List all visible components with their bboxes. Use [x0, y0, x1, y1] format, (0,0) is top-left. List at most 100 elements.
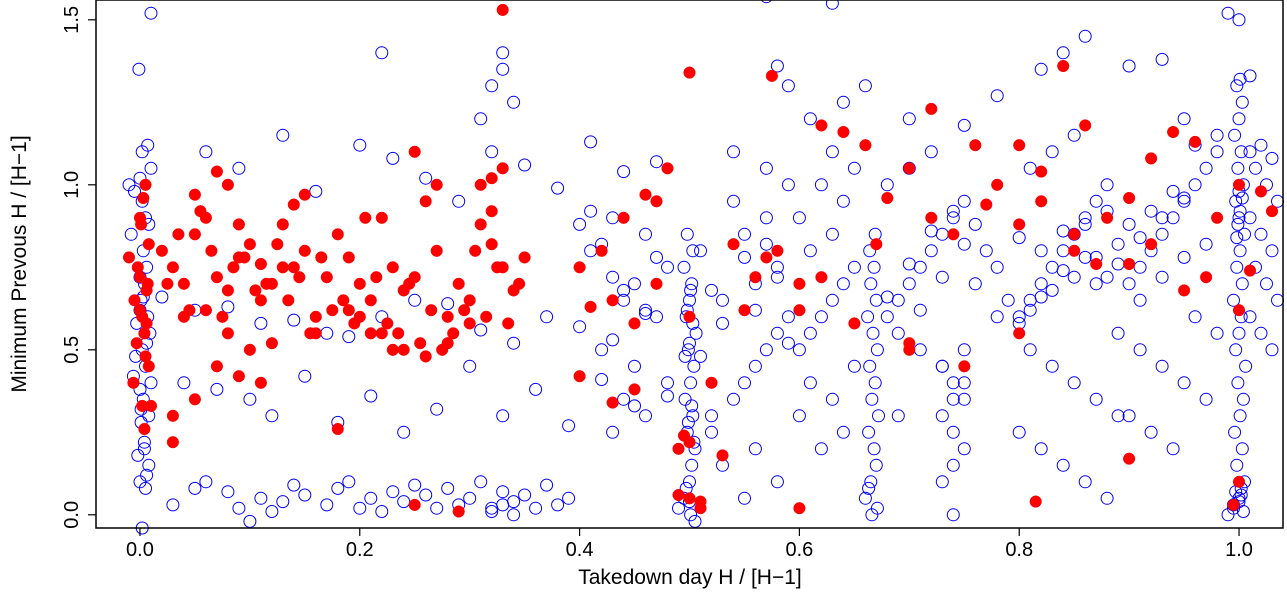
y-axis-title: Minimum Prevous H / [H−1]	[8, 135, 31, 392]
data-point-open	[1235, 442, 1249, 456]
data-point-open	[861, 310, 875, 324]
data-point-filled	[595, 244, 608, 257]
data-point-open	[661, 260, 674, 274]
data-point-open	[1023, 161, 1037, 175]
data-point-open	[353, 501, 367, 515]
data-point-open	[639, 409, 652, 423]
data-point-filled	[210, 360, 223, 373]
data-point-filled	[359, 211, 372, 224]
data-point-open	[781, 310, 795, 324]
data-point-filled	[793, 277, 806, 290]
data-point-open	[1089, 392, 1103, 406]
data-point-open	[1078, 29, 1092, 43]
data-point-open	[935, 475, 949, 489]
data-point-filled	[397, 343, 410, 356]
data-point-open	[935, 359, 949, 373]
series-open-circles	[122, 0, 1284, 535]
data-point-open	[1078, 475, 1092, 489]
data-point-open	[1260, 277, 1273, 291]
data-point-open	[684, 508, 698, 522]
data-point-filled	[491, 261, 504, 274]
data-point-open	[1210, 128, 1224, 142]
data-point-filled	[859, 139, 872, 152]
data-point-filled	[232, 218, 245, 231]
data-point-open	[1243, 69, 1257, 83]
data-point-open	[847, 161, 861, 175]
data-point-open	[1133, 260, 1147, 274]
data-point-open	[1122, 217, 1136, 231]
data-point-open	[210, 382, 224, 396]
data-point-filled	[837, 125, 850, 139]
data-point-open	[584, 244, 598, 258]
data-point-filled	[293, 271, 306, 284]
data-point-open	[863, 244, 877, 258]
data-point-open	[639, 307, 652, 320]
data-point-open	[836, 95, 850, 109]
data-point-filled	[573, 370, 586, 383]
data-point-filled	[232, 370, 245, 383]
data-point-open	[1045, 283, 1059, 297]
data-point-open	[1228, 425, 1242, 439]
data-point-open	[595, 373, 609, 386]
data-point-open	[694, 349, 707, 363]
data-point-open	[1265, 151, 1279, 165]
x-tick-label: 0.8	[1005, 539, 1033, 561]
data-point-open	[683, 293, 696, 307]
data-point-open	[869, 458, 883, 472]
data-point-open	[1232, 326, 1246, 340]
data-point-open	[770, 59, 784, 73]
data-point-open	[924, 145, 938, 159]
data-point-open	[781, 178, 795, 192]
data-point-open	[1235, 191, 1249, 205]
data-point-open	[1236, 505, 1250, 518]
data-point-open	[913, 260, 927, 274]
data-point-open	[131, 448, 145, 462]
data-point-open	[1235, 277, 1249, 291]
data-point-open	[1227, 293, 1240, 307]
data-point-open	[803, 112, 817, 126]
data-point-open	[990, 89, 1004, 103]
data-point-filled	[991, 178, 1004, 191]
data-point-open	[1230, 260, 1244, 274]
data-point-open	[617, 392, 631, 406]
data-point-open	[1034, 442, 1048, 456]
data-point-open	[496, 62, 510, 76]
data-point-filled	[337, 294, 350, 307]
data-point-open	[957, 118, 971, 132]
data-point-open	[1235, 95, 1249, 109]
data-point-open	[759, 211, 773, 225]
data-point-open	[748, 359, 762, 373]
data-point-filled	[419, 350, 432, 363]
data-point-filled	[1035, 165, 1048, 178]
data-point-filled	[128, 294, 141, 307]
data-point-open	[540, 310, 554, 324]
data-point-filled	[683, 492, 696, 505]
data-point-open	[650, 250, 663, 264]
data-point-filled	[749, 271, 762, 284]
data-point-open	[1034, 290, 1048, 304]
data-point-open	[968, 217, 982, 231]
data-point-filled	[131, 261, 144, 274]
data-point-open	[990, 310, 1004, 324]
data-point-filled	[188, 188, 201, 201]
data-point-open	[507, 495, 521, 509]
data-point-open	[727, 194, 740, 208]
data-point-open	[1232, 13, 1246, 27]
data-point-open	[705, 409, 718, 423]
data-point-filled	[815, 119, 828, 132]
data-point-open	[386, 151, 400, 165]
data-point-open	[529, 501, 543, 515]
data-point-open	[680, 227, 694, 241]
data-point-filled	[683, 66, 696, 79]
data-point-open	[1023, 303, 1037, 317]
data-point-open	[957, 343, 971, 357]
data-point-open	[1122, 409, 1136, 423]
data-point-open	[902, 112, 916, 126]
data-point-open	[298, 369, 312, 383]
data-point-open	[913, 303, 927, 317]
data-point-open	[628, 399, 641, 413]
data-point-open	[1265, 343, 1279, 357]
data-point-filled	[447, 327, 460, 340]
data-point-open	[628, 277, 641, 291]
data-point-open	[1067, 270, 1081, 284]
